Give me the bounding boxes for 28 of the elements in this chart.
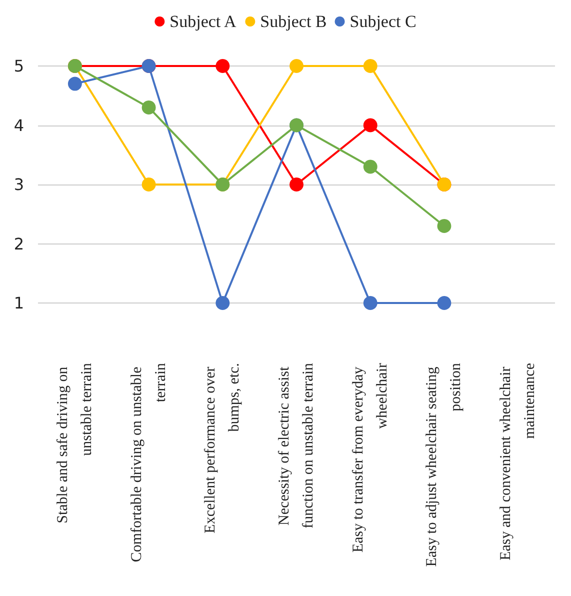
point: [142, 100, 156, 114]
x-tick-label: Easy to transfer from everyday wheelchair: [350, 363, 390, 553]
y-tick-label: 3: [14, 175, 24, 194]
point: [290, 59, 304, 73]
point: [363, 59, 378, 73]
x-tick-label: Comfortable driving on unstable terrain: [128, 362, 169, 562]
y-tick-label: 1: [14, 294, 24, 312]
point: [437, 296, 452, 310]
y-tick-label: 5: [14, 56, 24, 76]
x-tick-label: Easy to adjust wheelchair seating position: [424, 362, 464, 567]
point: [437, 218, 452, 233]
legend-label: Subject A: [170, 12, 237, 31]
point: [216, 59, 230, 73]
x-tick-label: Necessity of electric assist function on unstable terrain: [276, 362, 316, 528]
legend-label: Subject C: [350, 12, 416, 31]
x-tick-label: Excellent performance over bumps, etc.: [202, 363, 243, 534]
point: [68, 76, 82, 91]
y-tick-label: 2: [14, 234, 24, 254]
legend-label: Subject B: [260, 12, 327, 31]
point: [363, 118, 378, 132]
point: [363, 296, 378, 310]
point: [142, 178, 156, 192]
x-tick-label: Stable and safe driving on unstable terrain: [54, 362, 95, 524]
point: [363, 160, 378, 174]
y-tick-label: 4: [14, 116, 24, 135]
point: [216, 296, 230, 310]
point: [290, 178, 304, 192]
x-tick-label: Easy and convenient wheelchair maintenance: [498, 362, 538, 560]
